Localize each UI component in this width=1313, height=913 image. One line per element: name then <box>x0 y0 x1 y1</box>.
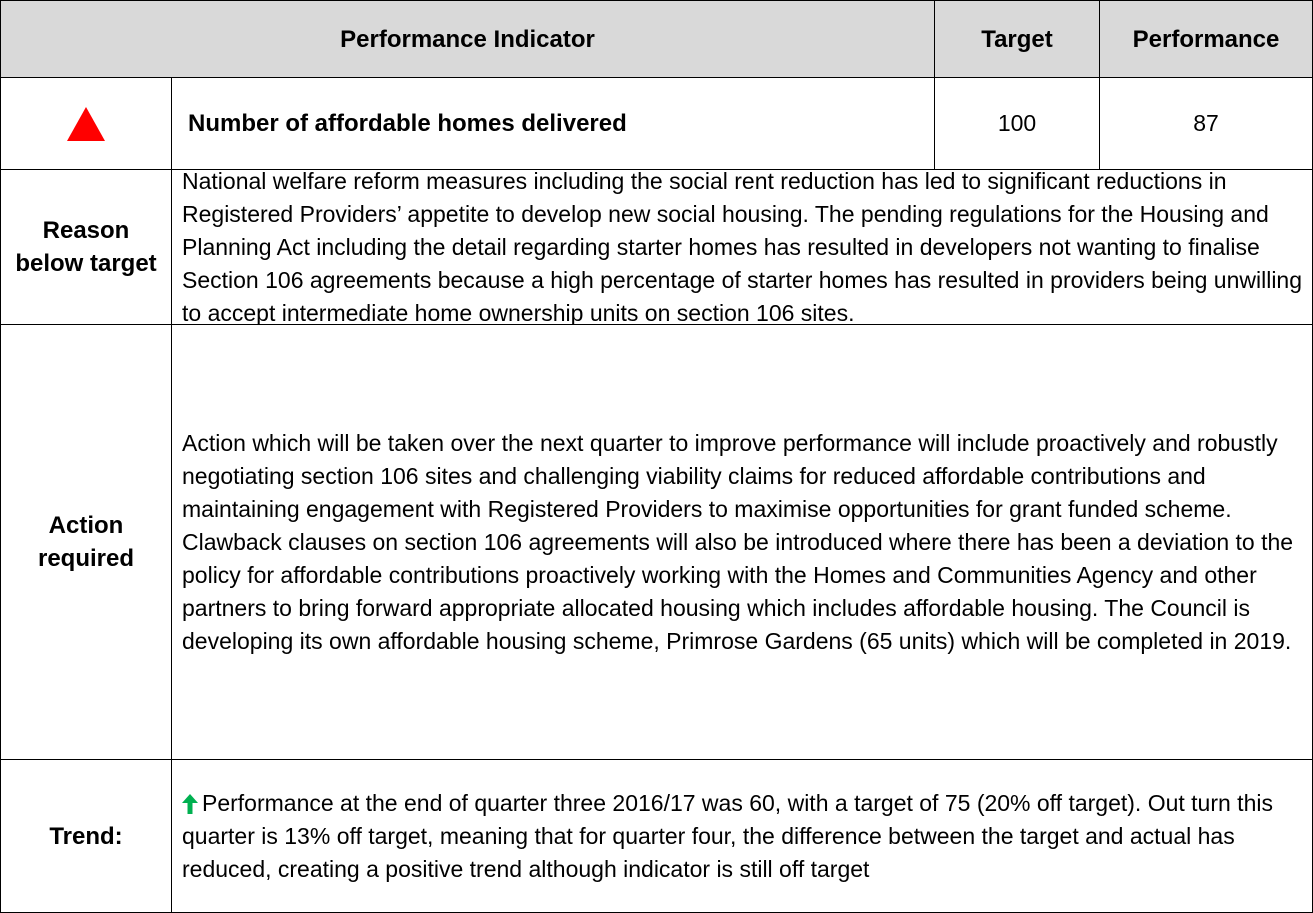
row-text: National welfare reform measures includi… <box>172 170 1313 325</box>
indicator-name: Number of affordable homes delivered <box>172 78 935 170</box>
row-text: Performance at the end of quarter three … <box>182 789 1273 882</box>
row-label: Reason below target <box>1 170 172 325</box>
header-indicator: Performance Indicator <box>1 1 935 78</box>
trend-content: Performance at the end of quarter three … <box>182 787 1304 886</box>
status-cell <box>1 78 172 170</box>
row-label: Trend: <box>1 760 172 913</box>
trend-arrow <box>182 794 198 815</box>
target-value: 100 <box>935 78 1100 170</box>
row-text-cell: Performance at the end of quarter three … <box>172 760 1313 913</box>
row-label: Action required <box>1 325 172 760</box>
row-text: Action which will be taken over the next… <box>172 325 1313 760</box>
status-triangle <box>67 106 105 141</box>
header-performance: Performance <box>1100 1 1313 78</box>
header-target: Target <box>935 1 1100 78</box>
performance-value: 87 <box>1100 78 1313 170</box>
